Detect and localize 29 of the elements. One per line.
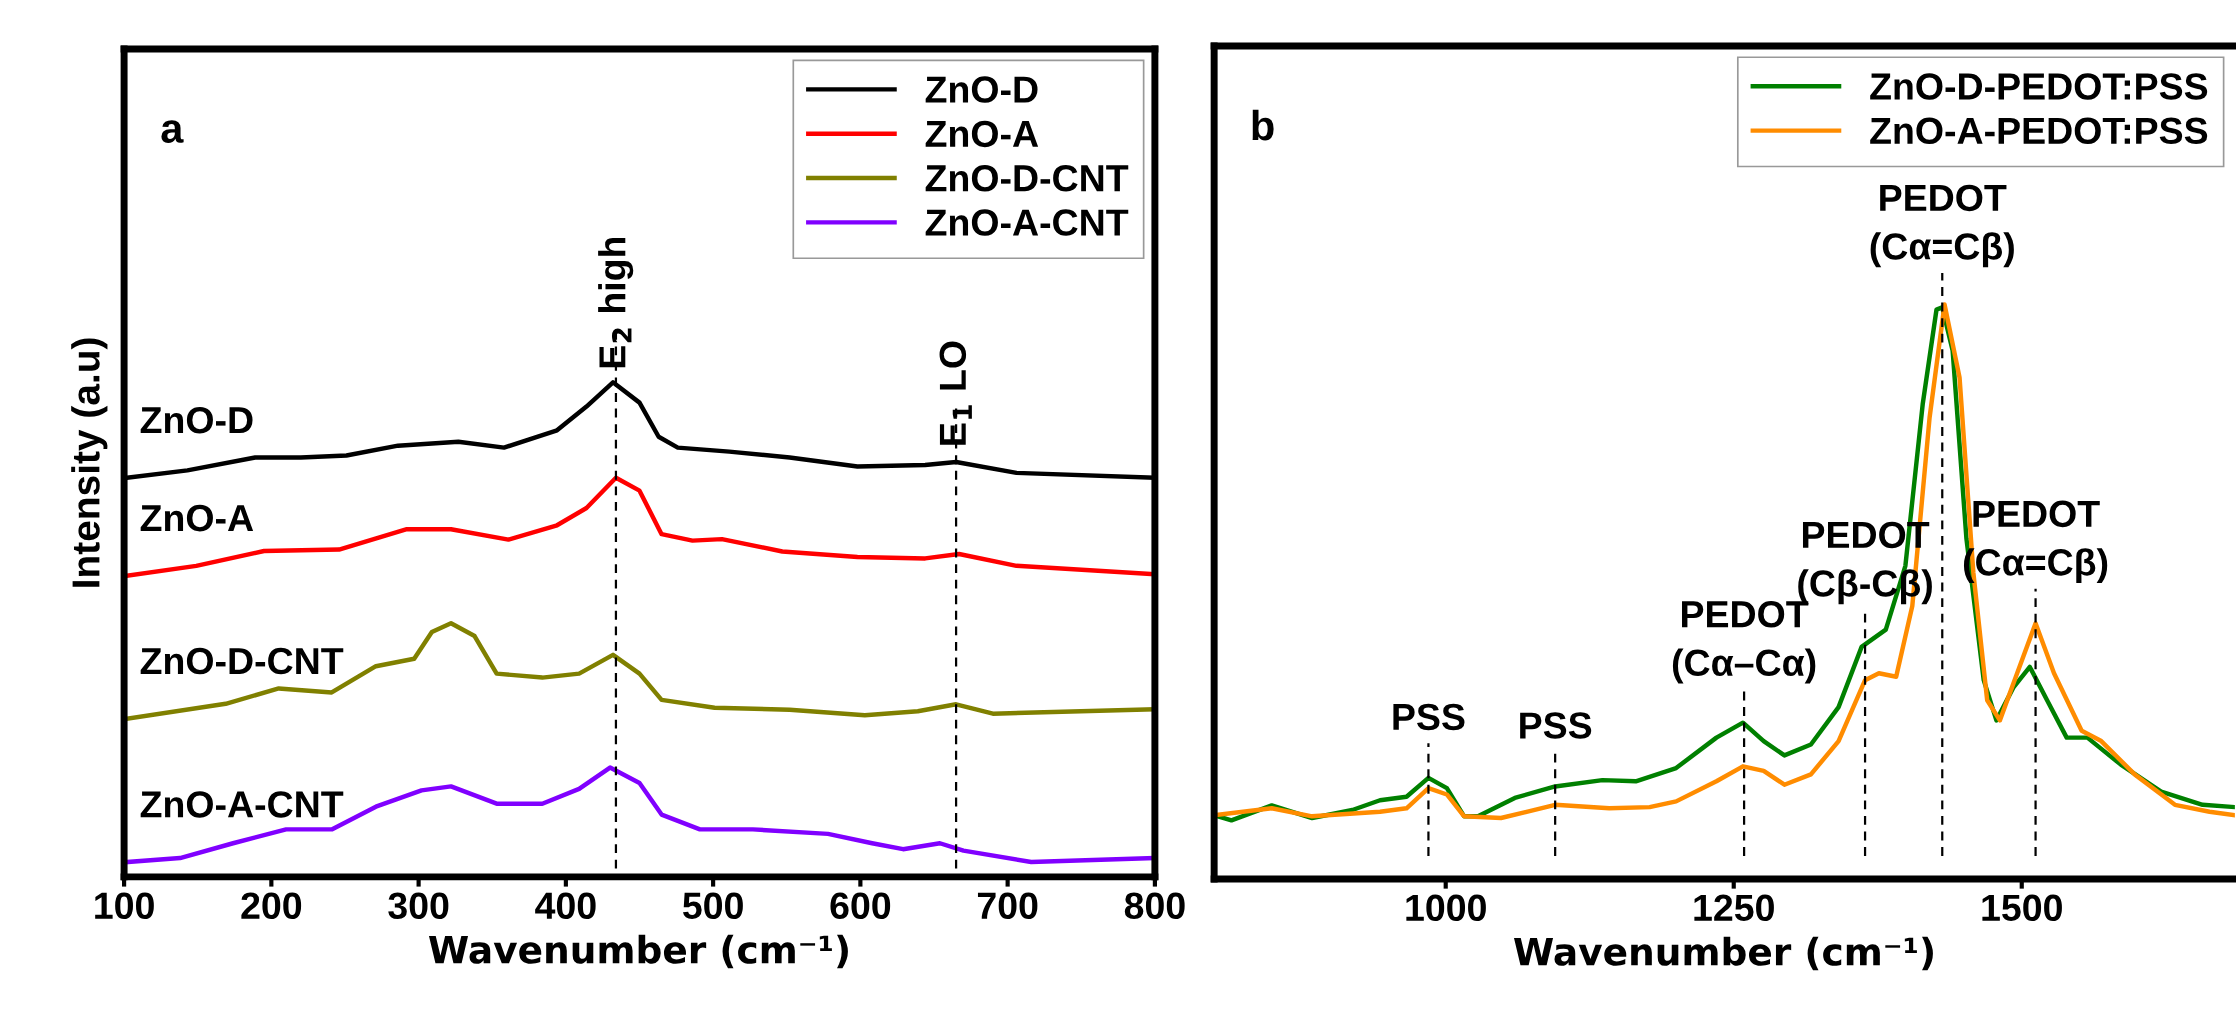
legend-label: ZnO-A <box>925 120 1039 148</box>
x-tick-label: 1500 <box>1982 894 2062 922</box>
text: a <box>161 120 184 144</box>
x-tick-label: 200 <box>241 892 302 919</box>
x-tick-label: 1250 <box>1694 894 1774 922</box>
x-tick-label: 100 <box>95 892 154 919</box>
x-tick-label: 700 <box>977 892 1038 919</box>
legend-label: ZnO-A-CNT <box>925 209 1129 236</box>
legend-label: ZnO-D <box>925 76 1038 103</box>
x-tick-label: 1000 <box>1406 894 1486 922</box>
ref-line-label: PSS <box>1520 712 1592 739</box>
legend-label: ZnO-D-CNT <box>925 164 1129 192</box>
annotation: ZnO-A-CNT <box>140 791 344 818</box>
x-tick-label: 500 <box>683 892 743 919</box>
x-tick-label: 600 <box>830 892 891 919</box>
legend-label: ZnO-D-PEDOT:PSS <box>1870 73 2208 100</box>
annotation: ZnO-D <box>140 406 253 434</box>
x-axis-title: Wavenumber (cm⁻¹) <box>1513 936 1933 971</box>
x-tick-label: 800 <box>1124 892 1185 919</box>
annotation: ZnO-A <box>140 504 254 532</box>
x-axis-title: Wavenumber (cm⁻¹) <box>428 934 848 969</box>
x-tick-label: 300 <box>388 892 449 920</box>
x-tick-label: 400 <box>535 892 596 919</box>
legend-label: ZnO-A-PEDOT:PSS <box>1870 117 2208 145</box>
ref-line-label: PEDOT (Cα=Cβ) <box>1870 184 2014 268</box>
ref-line-label: PSS <box>1393 703 1465 731</box>
text: b <box>1252 109 1274 141</box>
y-axis-title: Intensity (a.u) <box>71 338 108 587</box>
annotation: ZnO-D-CNT <box>140 647 344 675</box>
